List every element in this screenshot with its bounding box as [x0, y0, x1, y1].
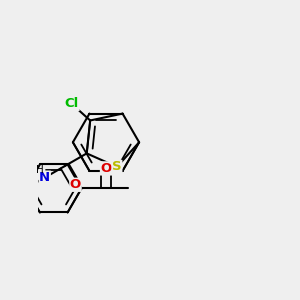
Text: O: O	[70, 178, 81, 191]
Text: N: N	[39, 171, 50, 184]
Text: Cl: Cl	[65, 98, 79, 110]
Text: H: H	[36, 165, 44, 175]
Text: S: S	[112, 160, 122, 173]
Text: O: O	[100, 162, 112, 175]
